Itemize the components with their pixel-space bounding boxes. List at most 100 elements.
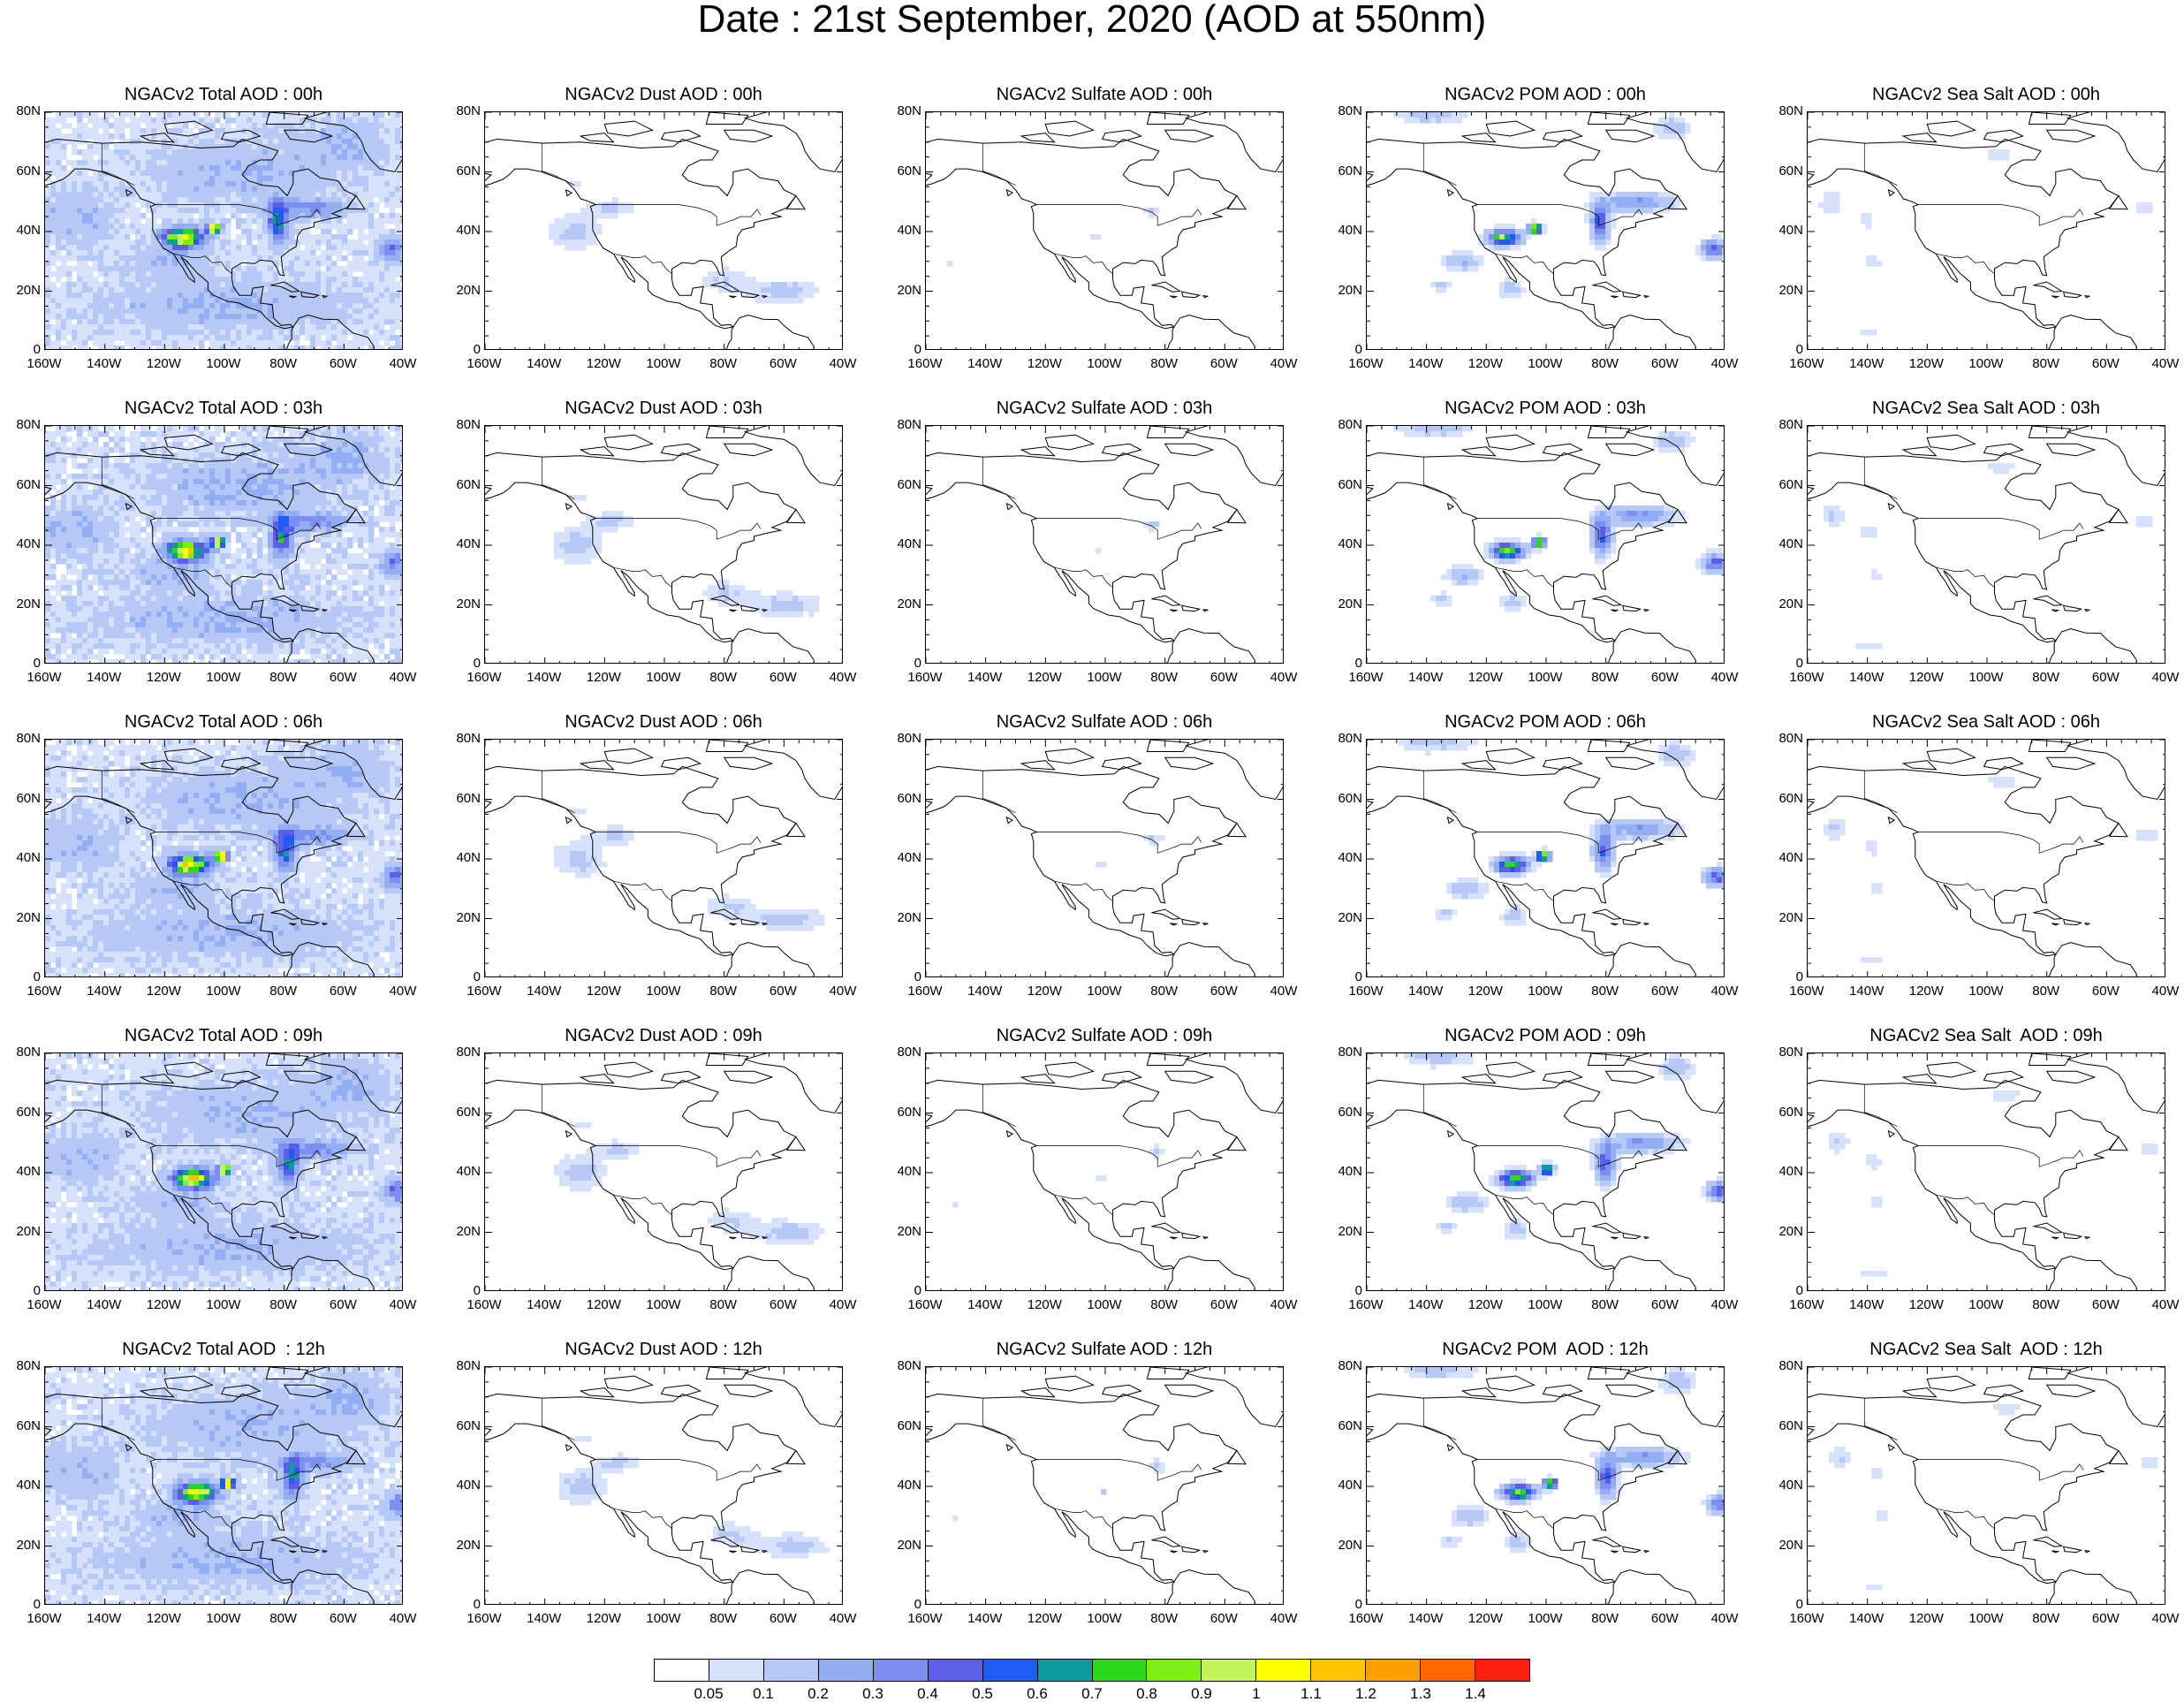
lon-tick-label: 40W	[389, 1297, 417, 1312]
coastline-outline	[1367, 1367, 1724, 1604]
lon-tick-label: 100W	[206, 984, 241, 999]
lat-tick-label: 80N	[1338, 1358, 1362, 1373]
lon-tick-label: 140W	[1849, 670, 1884, 685]
coastline-outline	[1808, 740, 2165, 976]
aod-field	[1824, 463, 2153, 650]
lon-tick-label: 100W	[1087, 356, 1122, 371]
panel-title: NGACv2 Total AOD : 00h	[124, 85, 323, 104]
aod-field	[1829, 1090, 2158, 1277]
colorbar-tick-label: 0.05	[694, 1685, 724, 1702]
lon-tick-label: 160W	[1789, 670, 1824, 685]
lon-tick-label: 140W	[87, 356, 122, 371]
lon-tick-label: 160W	[1348, 356, 1384, 371]
aod-map-pom-00h	[1366, 111, 1725, 350]
lat-tick-label: 60N	[1338, 790, 1362, 806]
lat-tick-label: 60N	[1778, 1417, 1803, 1433]
lat-tick-label: 60N	[16, 476, 41, 492]
lon-tick-label: 100W	[1087, 1297, 1122, 1312]
lon-tick-label: 40W	[829, 1297, 857, 1312]
panel-title: NGACv2 POM AOD : 00h	[1445, 85, 1646, 104]
aod-field	[947, 208, 1160, 267]
lon-tick-label: 140W	[1849, 356, 1884, 371]
lon-tick-label: 100W	[1528, 670, 1563, 685]
coastline-outline	[926, 426, 1283, 663]
coastline-outline	[485, 112, 842, 349]
coastline-outline	[45, 426, 402, 663]
lon-tick-label: 80W	[709, 1297, 738, 1312]
colorbar-swatch	[982, 1660, 1038, 1681]
lat-tick-label: 20N	[1778, 1223, 1803, 1239]
panel-title: NGACv2 Sulfate AOD : 03h	[996, 399, 1213, 418]
aod-map-pom-12h	[1366, 1366, 1725, 1605]
panel-title: NGACv2 Dust AOD : 09h	[565, 1026, 762, 1045]
panel-title: NGACv2 Dust AOD : 03h	[565, 399, 762, 418]
lat-tick-label: 80N	[456, 103, 481, 118]
lon-tick-label: 100W	[1087, 670, 1122, 685]
lat-tick-label: 80N	[1778, 103, 1803, 118]
aod-field	[1393, 112, 1724, 299]
lon-tick-label: 120W	[1908, 1611, 1944, 1626]
lat-tick-label: 60N	[1778, 790, 1803, 806]
colorbar-tick-label: 0.8	[1136, 1685, 1157, 1702]
aod-map-sea-salt-09h	[1807, 1052, 2165, 1291]
lon-tick-label: 40W	[1710, 670, 1739, 685]
lon-tick-label: 120W	[1027, 984, 1062, 999]
lat-tick-label: 80N	[1338, 731, 1362, 746]
lon-tick-label: 80W	[2032, 670, 2060, 685]
lon-tick-label: 60W	[2091, 1611, 2120, 1626]
colorbar-tick-label: 1	[1252, 1685, 1261, 1702]
coastline-outline	[1367, 740, 1724, 976]
colorbar-tick-label: 1.2	[1355, 1685, 1376, 1702]
lon-tick-label: 160W	[1348, 1611, 1384, 1626]
lon-tick-label: 140W	[87, 670, 122, 685]
aod-field	[1096, 835, 1165, 868]
lon-tick-label: 140W	[1408, 1297, 1444, 1312]
lat-tick-label: 80N	[897, 1045, 921, 1060]
lon-tick-label: 80W	[269, 356, 298, 371]
lon-tick-label: 140W	[527, 984, 562, 999]
lat-tick-label: 20N	[897, 1537, 921, 1553]
lat-tick-label: 60N	[456, 790, 481, 806]
lon-tick-label: 100W	[1528, 984, 1563, 999]
lat-tick-label: 0	[33, 1597, 41, 1612]
lon-tick-label: 80W	[1150, 1297, 1179, 1312]
panel-title: NGACv2 Total AOD : 12h	[122, 1340, 325, 1359]
lon-tick-label: 140W	[87, 1297, 122, 1312]
lat-tick-label: 80N	[16, 1358, 41, 1373]
aod-map-total-12h	[44, 1366, 403, 1605]
lon-tick-label: 160W	[1789, 1297, 1824, 1312]
lat-tick-label: 80N	[16, 1045, 41, 1060]
lon-tick-label: 60W	[769, 356, 797, 371]
lon-tick-label: 80W	[2032, 1297, 2060, 1312]
panel-title: NGACv2 Sulfate AOD : 06h	[996, 712, 1213, 732]
lon-tick-label: 60W	[1650, 1611, 1679, 1626]
lon-tick-label: 100W	[1968, 1297, 2004, 1312]
lon-tick-label: 140W	[87, 984, 122, 999]
lat-tick-label: 60N	[456, 476, 481, 492]
lon-tick-label: 40W	[1710, 984, 1739, 999]
lon-tick-label: 60W	[1650, 356, 1679, 371]
lat-tick-label: 0	[473, 1283, 481, 1298]
colorbar-swatch	[709, 1660, 764, 1681]
panel-title: NGACv2 Sea Salt AOD : 09h	[1869, 1026, 2103, 1045]
lon-tick-label: 40W	[2151, 1297, 2180, 1312]
lat-tick-label: 40N	[897, 223, 921, 238]
lon-tick-label: 100W	[646, 1297, 681, 1312]
lon-tick-label: 140W	[87, 1611, 122, 1626]
lon-tick-label: 60W	[1650, 1297, 1679, 1312]
lon-tick-label: 140W	[527, 1611, 562, 1626]
lon-tick-label: 140W	[967, 1297, 1003, 1312]
aod-field	[45, 426, 402, 663]
lat-tick-label: 60N	[1778, 476, 1803, 492]
lon-tick-label: 100W	[1968, 356, 2004, 371]
lon-tick-label: 80W	[1150, 670, 1179, 685]
lon-tick-label: 40W	[389, 1611, 417, 1626]
coastline-outline	[485, 426, 842, 663]
lat-tick-label: 80N	[16, 103, 41, 118]
lat-tick-label: 80N	[1778, 1358, 1803, 1373]
colorbar-swatch	[1092, 1660, 1148, 1681]
lon-tick-label: 120W	[146, 356, 181, 371]
lon-tick-label: 120W	[586, 670, 621, 685]
aod-field	[952, 1457, 1165, 1522]
aod-field	[1818, 149, 2153, 336]
